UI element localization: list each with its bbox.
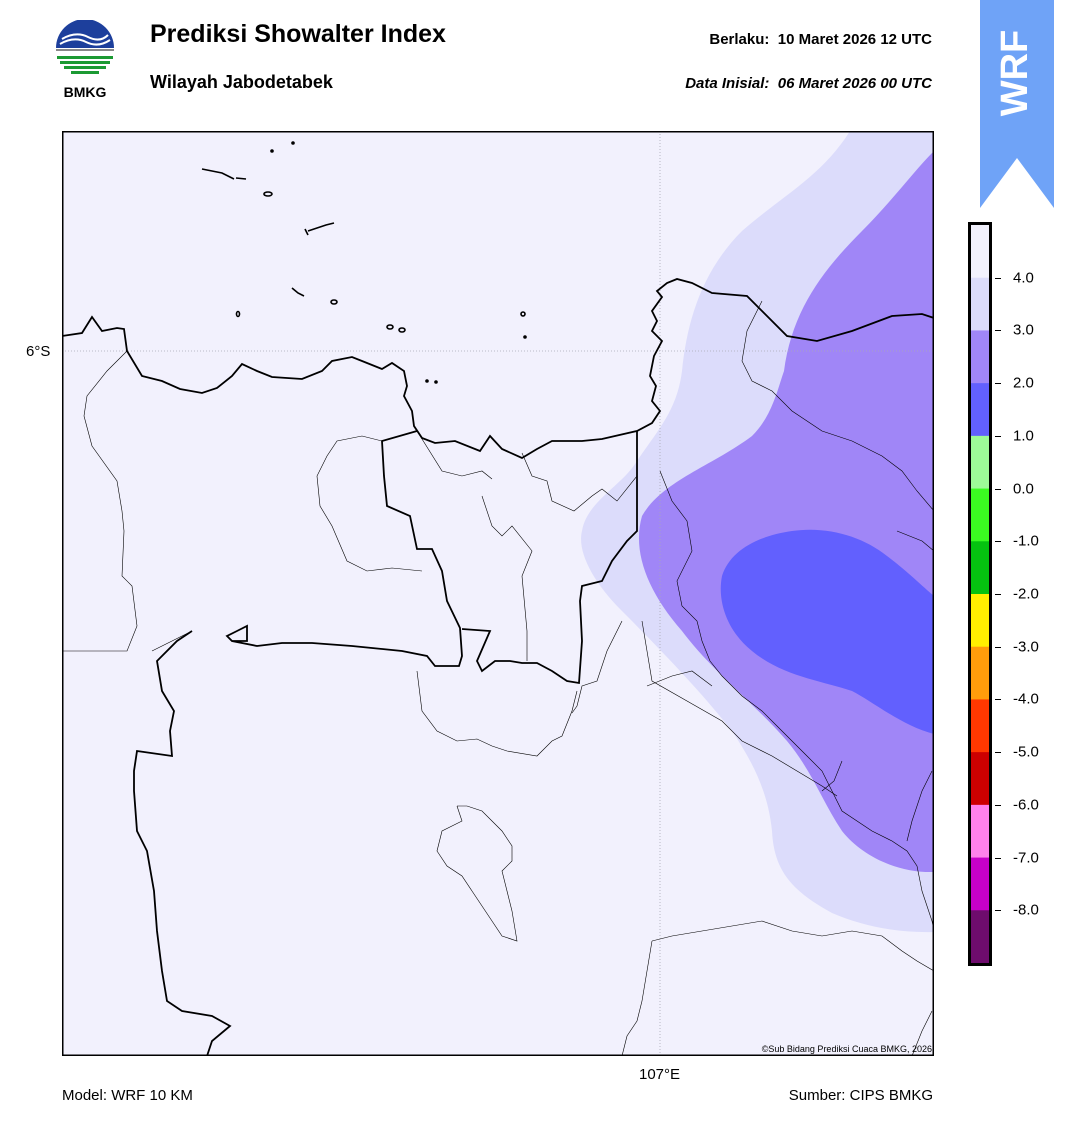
colorbar-segment <box>971 594 989 648</box>
map-area: ©Sub Bidang Prediksi Cuaca BMKG, 2026 <box>60 129 936 1058</box>
colorbar-segment <box>971 541 989 595</box>
colorbar-tick-label: -1.0 <box>1013 532 1039 550</box>
colorbar-tick-label: -7.0 <box>1013 849 1039 867</box>
wrf-badge <box>980 0 1054 208</box>
colorbar-tick-label: -6.0 <box>1013 796 1039 814</box>
colorbar-tick <box>995 435 1001 437</box>
wrf-badge-text: WRF <box>980 18 1054 128</box>
map-title: Prediksi Showalter Index <box>150 20 446 48</box>
colorbar-segment <box>971 646 989 700</box>
longitude-label: 107°E <box>639 1066 681 1083</box>
colorbar-tick <box>995 804 1001 806</box>
province-boundaries <box>133 430 638 1057</box>
colorbar-tick <box>995 330 1001 332</box>
islands <box>201 141 527 384</box>
regency-boundaries <box>62 300 935 1057</box>
colorbar-tick <box>995 699 1001 701</box>
colorbar-segment <box>971 699 989 753</box>
colorbar-segment <box>971 383 989 437</box>
contour-1-to-2 <box>720 529 934 734</box>
colorbar-segment <box>971 330 989 384</box>
colorbar-segment <box>971 752 989 806</box>
colorbar-segment <box>971 225 989 279</box>
valid-label: Berlaku: <box>709 31 770 48</box>
colorbar <box>968 222 992 966</box>
latitude-label: 6°S <box>26 343 51 360</box>
copyright-text: ©Sub Bidang Prediksi Cuaca BMKG, 2026 <box>762 1044 932 1054</box>
colorbar-tick-label: -5.0 <box>1013 743 1039 761</box>
colorbar-tick-label: -4.0 <box>1013 690 1039 708</box>
colorbar-tick <box>995 910 1001 912</box>
colorbar-tick <box>995 277 1001 279</box>
colorbar-tick <box>995 541 1001 543</box>
init-time: Data Inisial: 06 Maret 2026 00 UTC <box>685 75 932 92</box>
bmkg-logo <box>54 19 116 102</box>
colorbar-segment <box>971 857 989 911</box>
colorbar-tick <box>995 752 1001 754</box>
wrf-label: WRF <box>994 30 1036 117</box>
colorbar-tick <box>995 594 1001 595</box>
colorbar-tick-label: -8.0 <box>1013 901 1039 919</box>
colorbar-labels: 4.0 3.0 2.0 1.0 0.0 -1.0 -2.0 -3.0 -4.0 -5.0 -6.0 -… <box>995 222 1055 966</box>
colorbar-tick-label: 1.0 <box>1013 427 1034 445</box>
colorbar-tick <box>995 646 1001 648</box>
init-label: Data Inisial: <box>685 75 770 92</box>
colorbar-segment <box>971 277 989 331</box>
colorbar-segment <box>971 804 989 859</box>
colorbar-tick-label: 3.0 <box>1013 321 1034 339</box>
colorbar-segment <box>971 488 989 542</box>
colorbar-tick-label: 4.0 <box>1013 269 1034 287</box>
colorbar-tick-label: 2.0 <box>1013 374 1034 392</box>
colorbar-tick <box>995 857 1001 859</box>
colorbar-segment <box>971 910 989 964</box>
colorbar-segment <box>971 435 989 490</box>
map-subtitle: Wilayah Jabodetabek <box>150 72 333 92</box>
init-value: 06 Maret 2026 00 UTC <box>777 75 932 92</box>
colorbar-tick-label: -2.0 <box>1013 585 1039 603</box>
logo-text: BMKG <box>63 84 107 100</box>
model-label: Model: WRF 10 KM <box>62 1087 193 1104</box>
colorbar-tick <box>995 488 1001 490</box>
colorbar-tick-label: 0.0 <box>1013 480 1034 498</box>
source-label: Sumber: CIPS BMKG <box>788 1087 933 1104</box>
coastline <box>61 278 935 460</box>
colorbar-tick-label: -3.0 <box>1013 638 1039 656</box>
valid-value: 10 Maret 2026 12 UTC <box>777 31 932 48</box>
colorbar-tick <box>995 383 1001 385</box>
valid-time: Berlaku: 10 Maret 2026 12 UTC <box>709 31 932 48</box>
colorbar-frame <box>968 222 992 966</box>
